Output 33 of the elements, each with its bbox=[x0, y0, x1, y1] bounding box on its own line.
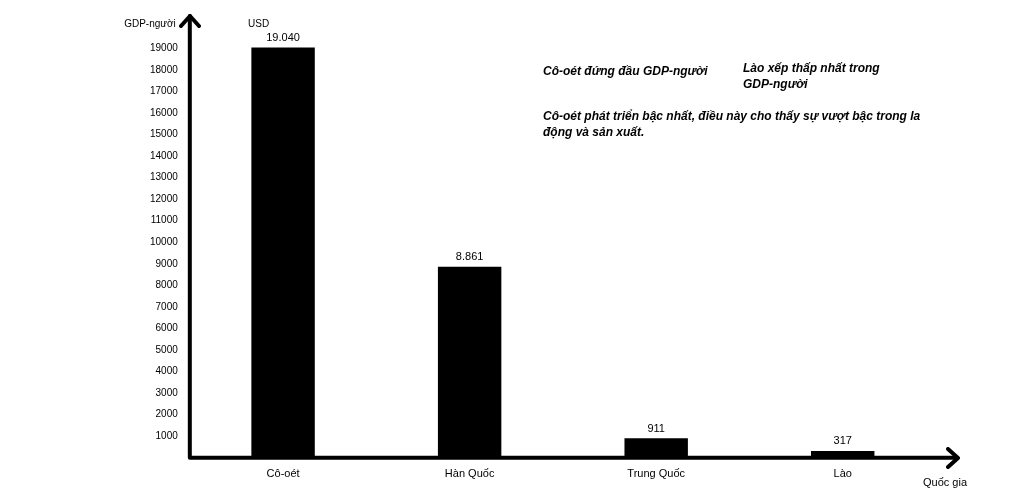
annotation: Lào xếp thấp nhất trong GDP-người bbox=[743, 60, 881, 92]
y-axis-title: GDP-người bbox=[124, 18, 176, 29]
data-label: 19.040 bbox=[266, 31, 300, 43]
annotation: Cô-oét đứng đầu GDP-người bbox=[543, 63, 709, 79]
y-tick-label: 18000 bbox=[150, 63, 179, 75]
annotation: Cô-oét phát triển bậc nhất, điều này cho thấy sự vượt bậc trong la động và sản xuất. bbox=[543, 108, 922, 140]
y-tick-label: 14000 bbox=[150, 149, 179, 161]
y-tick-label: 5000 bbox=[155, 343, 179, 355]
x-tick-label: Cô-oét bbox=[266, 467, 300, 480]
y-tick-label: 10000 bbox=[150, 236, 179, 248]
x-tick-label: Trung Quốc bbox=[627, 467, 686, 480]
y-tick-label: 2000 bbox=[155, 408, 179, 420]
x-axis-title: Quốc gia bbox=[923, 476, 968, 488]
y-tick-label: 9000 bbox=[155, 257, 179, 269]
x-tick-label: Hàn Quốc bbox=[444, 467, 495, 480]
data-label: 317 bbox=[833, 434, 852, 447]
y-tick-label: 7000 bbox=[155, 300, 179, 312]
data-label: 911 bbox=[647, 421, 665, 434]
x-tick-label: Lào bbox=[833, 467, 852, 480]
y-tick-label: 19000 bbox=[150, 42, 179, 54]
annotation: USD bbox=[248, 17, 271, 31]
y-tick-label: 1000 bbox=[155, 430, 179, 441]
data-label: 8.861 bbox=[455, 250, 484, 263]
y-tick-label: 12000 bbox=[150, 192, 179, 204]
y-tick-label: 4000 bbox=[155, 365, 179, 377]
y-tick-label: 3000 bbox=[155, 386, 179, 398]
y-tick-label: 17000 bbox=[150, 85, 179, 97]
y-tick-label: 6000 bbox=[155, 322, 179, 334]
y-tick-label: 13000 bbox=[150, 171, 179, 183]
y-tick-label: 15000 bbox=[150, 128, 179, 140]
y-tick-label: 16000 bbox=[150, 106, 179, 118]
y-tick-label: 11000 bbox=[150, 214, 179, 226]
y-tick-label: 8000 bbox=[155, 279, 179, 291]
